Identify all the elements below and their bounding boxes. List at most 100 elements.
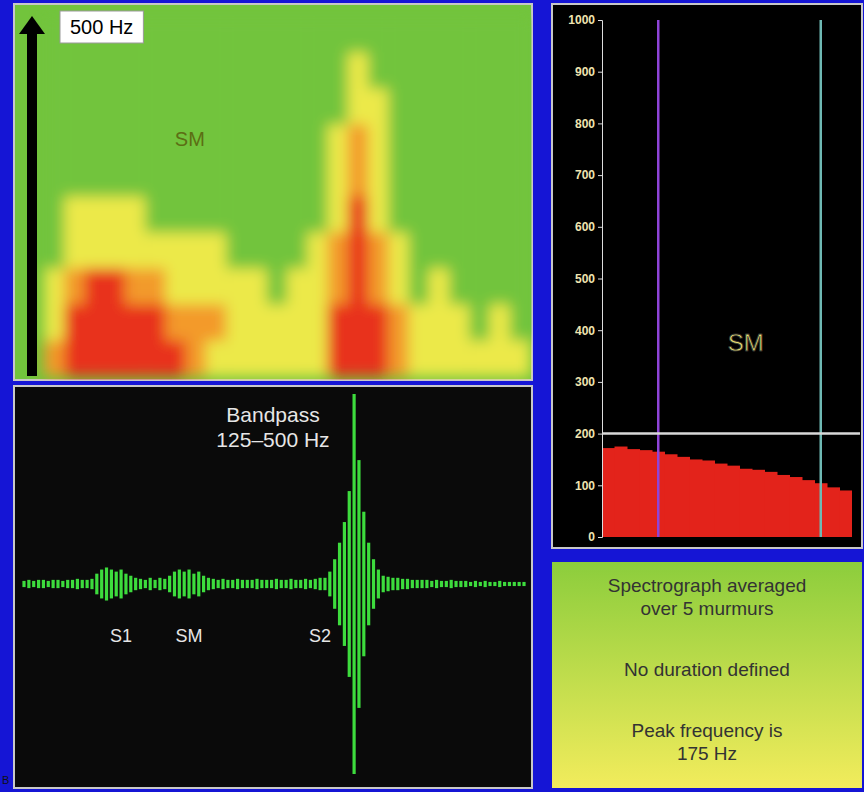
waveform-sample (251, 580, 254, 588)
cell (388, 268, 409, 305)
cell (125, 268, 146, 305)
cell (287, 268, 308, 305)
cell (348, 196, 369, 233)
y-axis-arrowhead (19, 16, 45, 34)
cell (186, 88, 207, 125)
cell (166, 16, 187, 53)
y-tick: 1000 (568, 13, 602, 27)
cell (145, 304, 166, 341)
waveform-sample (105, 567, 108, 600)
waveform-sample (86, 580, 89, 588)
cell (247, 196, 268, 233)
cell (206, 196, 227, 233)
note-text: over 5 murmurs (640, 598, 773, 619)
waveform-sample (56, 580, 59, 588)
cell (287, 52, 308, 89)
cell (186, 304, 207, 341)
cell (510, 340, 531, 377)
cell (247, 88, 268, 125)
tick-mark (598, 485, 602, 486)
cell (328, 304, 349, 341)
waveform-sample (493, 582, 496, 586)
cell (287, 160, 308, 197)
cell (267, 232, 288, 269)
waveform-sample (498, 581, 501, 587)
cell (307, 88, 328, 125)
cell (510, 16, 531, 53)
waveform-sample (289, 579, 292, 589)
title-line: Bandpass (226, 403, 319, 426)
cell (449, 160, 470, 197)
figure: 500 HzSMBandpass125–500 HzS1SMS201002003… (0, 0, 864, 792)
cell (64, 124, 85, 161)
cell (247, 340, 268, 377)
cell (44, 52, 65, 89)
cell (409, 16, 430, 53)
waveform-sample (396, 578, 399, 590)
cell (145, 196, 166, 233)
cell (429, 88, 450, 125)
bar (615, 447, 628, 537)
waveform-sample (76, 579, 79, 589)
waveform-sample (333, 559, 336, 609)
waveform-sample (416, 580, 419, 588)
cell (409, 88, 430, 125)
y-tick: 700 (575, 168, 602, 182)
note-text: 175 Hz (677, 743, 737, 764)
cell (226, 340, 247, 377)
cell (328, 340, 349, 377)
waveform-sample (110, 570, 113, 599)
waveform-sample (508, 582, 511, 586)
panel-label: B (2, 774, 9, 786)
waveform-sample (367, 543, 370, 626)
cell (206, 88, 227, 125)
cell (145, 52, 166, 89)
cell (449, 196, 470, 233)
bar (790, 477, 803, 537)
cell (368, 232, 389, 269)
cell (490, 340, 511, 377)
cell (449, 340, 470, 377)
cell (409, 232, 430, 269)
waveform-sample (328, 572, 331, 597)
tick-mark (598, 330, 602, 331)
cell (267, 124, 288, 161)
cell (105, 52, 126, 89)
annotation: SM (175, 128, 205, 150)
cell (429, 304, 450, 341)
waveform-sample (149, 578, 152, 590)
cell (510, 160, 531, 197)
spectrogram-panel (14, 4, 532, 380)
cell (449, 16, 470, 53)
cell (247, 268, 268, 305)
cell (186, 196, 207, 233)
waveform-sample (90, 579, 93, 589)
tick-label: 0 (588, 530, 595, 544)
cell (85, 88, 106, 125)
waveform-sample (275, 579, 278, 589)
tick-label: 200 (575, 427, 595, 441)
cell (449, 88, 470, 125)
y-tick: 0 (588, 530, 602, 544)
cell (145, 232, 166, 269)
y-tick: 800 (575, 117, 602, 131)
y-tick: 600 (575, 220, 602, 234)
y-axis: 01002003004005006007008009001000 (568, 13, 602, 544)
waveform-sample (270, 580, 273, 588)
waveform-sample (280, 580, 283, 588)
cell (307, 340, 328, 377)
tick-mark (598, 382, 602, 383)
cell (348, 52, 369, 89)
waveform-sample (420, 580, 423, 588)
cell (267, 16, 288, 53)
waveform-sample (382, 576, 385, 593)
tick-label: 700 (575, 168, 595, 182)
cell (64, 196, 85, 233)
cell (105, 160, 126, 197)
cell (125, 340, 146, 377)
cell (328, 160, 349, 197)
cell (85, 160, 106, 197)
cell (226, 304, 247, 341)
cell (85, 340, 106, 377)
waveform-sample (42, 580, 45, 588)
